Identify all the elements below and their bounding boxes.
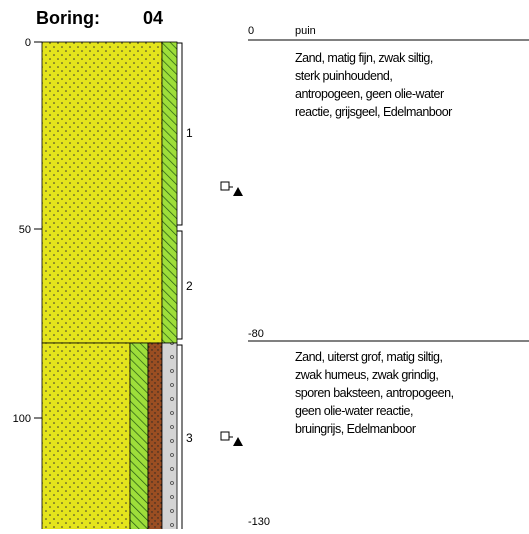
depth-tick: 100	[13, 413, 31, 425]
sample-label: 3	[186, 431, 193, 445]
depth-scale: 0 50 100	[13, 37, 42, 425]
header-number: 04	[143, 8, 163, 28]
bottom-depth: -130	[248, 516, 270, 528]
sample-brackets	[177, 42, 183, 529]
layer-top: -80	[248, 328, 264, 340]
symbol	[220, 431, 243, 446]
depth-tick: 0	[25, 37, 31, 49]
description-line: zwak humeus, zwak grindig,	[295, 368, 438, 382]
symbol	[220, 181, 243, 196]
description-line: Zand, uiterst grof, matig siltig,	[295, 350, 442, 364]
sample-label: 1	[186, 126, 193, 140]
description-line: sterk puinhoudend,	[295, 69, 392, 83]
header-label: Boring:	[36, 8, 100, 28]
description-line: geen olie-water reactie,	[295, 404, 413, 418]
depth-tick: 50	[19, 224, 31, 236]
description-line: reactie, grijsgeel, Edelmanboor	[295, 105, 452, 119]
description-line: sporen baksteen, antropogeen,	[295, 386, 454, 400]
layer-column	[41, 41, 178, 534]
layer-name: puin	[295, 25, 316, 37]
sample-label: 2	[186, 279, 193, 293]
layer-top: 0	[248, 25, 254, 37]
description-line: bruingrijs, Edelmanboor	[295, 422, 416, 436]
description-line: Zand, matig fijn, zwak siltig,	[295, 51, 433, 65]
description-line: antropogeen, geen olie-water	[295, 87, 444, 101]
